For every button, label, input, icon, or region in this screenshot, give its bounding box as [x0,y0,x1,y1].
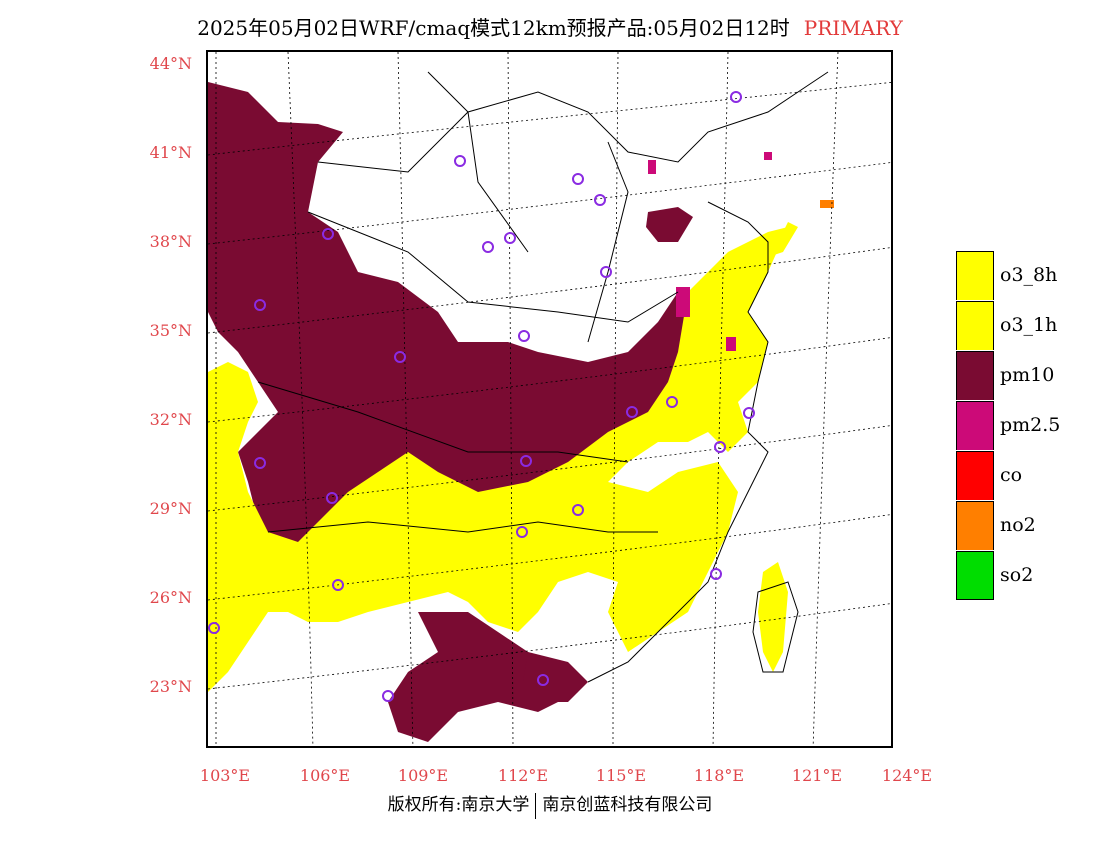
pm25-spot-jiangsu [726,337,736,351]
legend-swatch [956,500,994,550]
legend-label: co [1000,464,1023,486]
legend-item-o3-1h: o3_1h [956,300,1060,350]
footer-left: 版权所有:南京大学 [387,795,530,815]
legend-label: pm2.5 [1000,414,1061,436]
legend-item-so2: so2 [956,550,1060,600]
legend-item-no2: no2 [956,500,1060,550]
lon-label-124: 124°E [881,766,933,785]
o3-region-northeast-coast [768,222,798,257]
graticule [208,52,891,746]
copyright-footer: 版权所有:南京大学 南京创蓝科技有限公司 [0,790,1100,819]
o3-region-east [208,227,788,692]
map-frame [206,50,893,748]
title-main: 2025年05月02日WRF/cmaq模式12km预报产品:05月02日12时 [197,16,790,40]
lat-label-35: 35°N [149,321,192,340]
title-tag: PRIMARY [803,16,903,40]
legend-label: pm10 [1000,364,1055,386]
lat-label-41: 41°N [149,143,192,162]
lon-label-121: 121°E [791,766,843,785]
map-title: 2025年05月02日WRF/cmaq模式12km预报产品:05月02日12时 P… [0,12,1100,41]
lon-label-109: 109°E [397,766,449,785]
no2-spot-northeast [820,200,834,208]
legend-swatch [956,350,994,400]
lat-label-26: 26°N [149,588,192,607]
pollution-map [208,52,891,746]
pm10-region-guangdong [523,652,588,702]
lat-label-32: 32°N [149,410,192,429]
lon-label-115: 115°E [595,766,647,785]
pm25-spot-shandong [676,287,690,317]
pm10-region-north [208,82,738,612]
legend-label: so2 [1000,564,1034,586]
legend-label: o3_8h [1000,264,1058,286]
legend-swatch [956,450,994,500]
o3-region-taiwan-strait [758,562,788,672]
legend-item-pm25: pm2.5 [956,400,1060,450]
pm25-spot-north [648,160,656,174]
footer-separator [535,792,537,819]
footer-right: 南京创蓝科技有限公司 [542,795,713,815]
lon-label-106: 106°E [299,766,351,785]
pm10-region-north-beijing [646,207,693,242]
pm10-region-south [388,612,578,742]
legend-item-pm10: pm10 [956,350,1060,400]
lon-label-118: 118°E [693,766,745,785]
legend-label: no2 [1000,514,1036,536]
boundaries [257,71,829,683]
legend-swatch [956,300,994,350]
legend-swatch [956,250,994,300]
lat-label-29: 29°N [149,499,192,518]
legend-item-co: co [956,450,1060,500]
pm25-spot-northeast [764,152,772,160]
legend: o3_8h o3_1h pm10 pm2.5 co no2 so2 [956,250,1060,600]
lat-label-44: 44°N [149,54,192,73]
lat-label-23: 23°N [149,677,192,696]
legend-swatch [956,550,994,600]
legend-swatch [956,400,994,450]
legend-item-o3-8h: o3_8h [956,250,1060,300]
lat-label-38: 38°N [149,232,192,251]
lon-label-112: 112°E [497,766,549,785]
stations [208,91,755,702]
lon-label-103: 103°E [199,766,251,785]
legend-label: o3_1h [1000,314,1058,336]
